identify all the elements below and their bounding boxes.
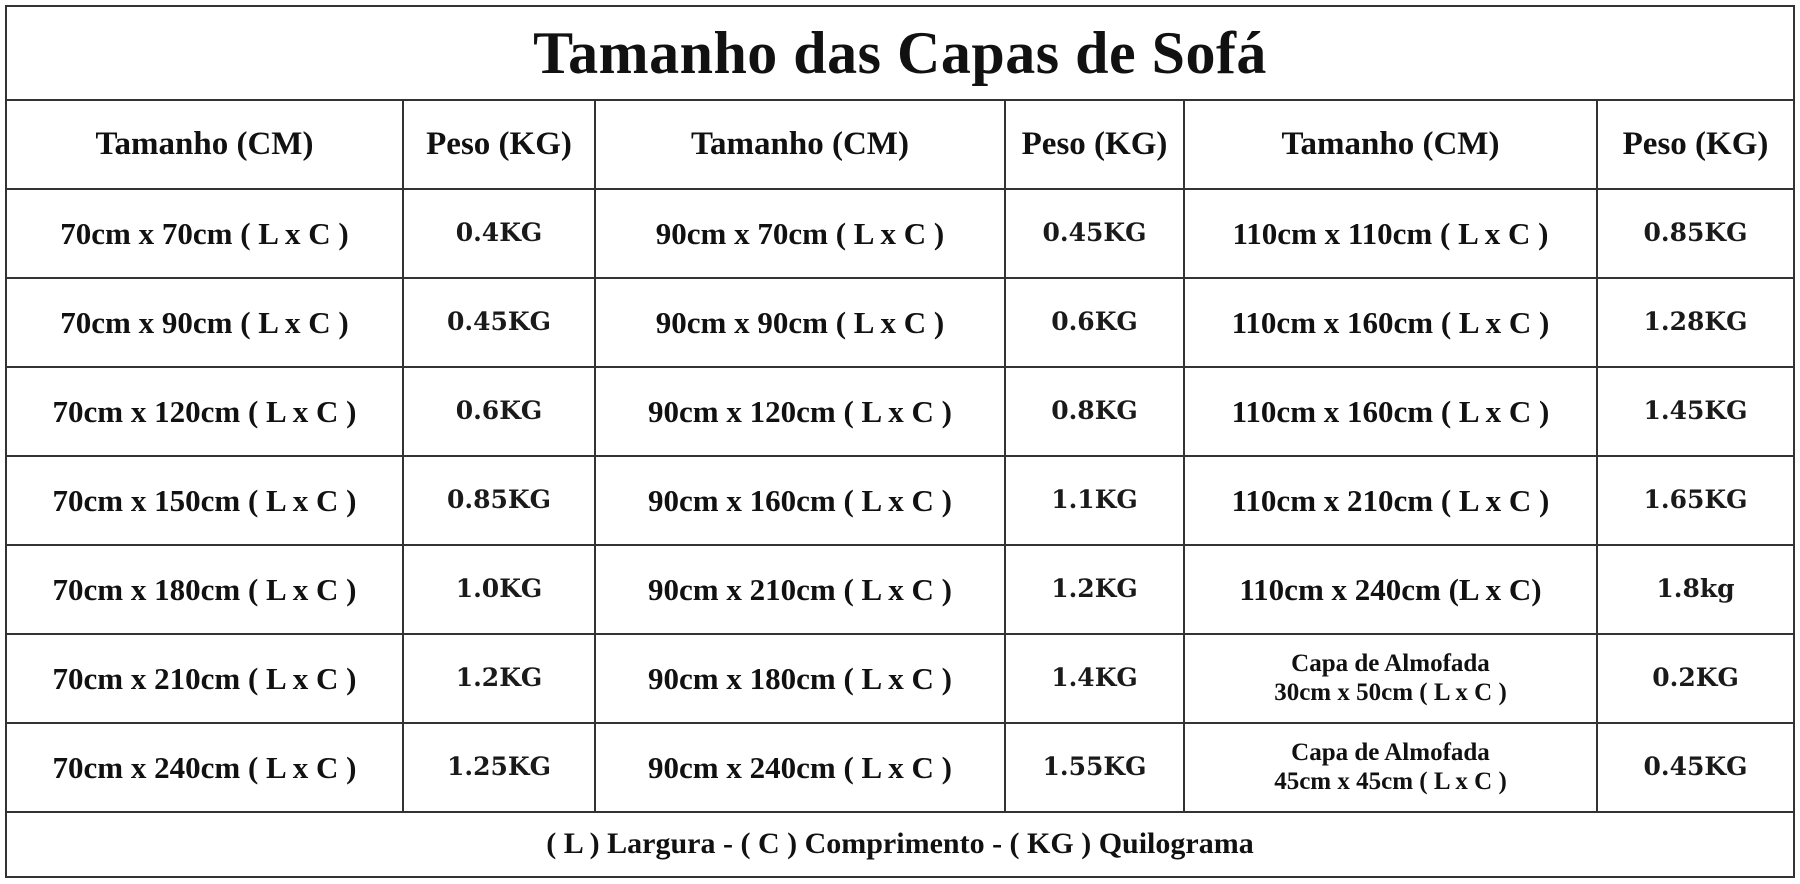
weight-cell: 1.45KG	[1595, 366, 1796, 457]
size-cell: 70cm x 240cm ( L x C )	[5, 722, 404, 813]
legend-text: ( L ) Largura - ( C ) Comprimento - ( KG…	[4, 811, 1796, 878]
weight-cell: 1.25KG	[402, 722, 596, 813]
size-line: 110cm x 160cm ( L x C )	[1231, 304, 1550, 340]
size-line: Capa de Almofada	[1291, 649, 1490, 677]
size-table: Tamanho das Capas de Sofá Tamanho (CM) P…	[4, 5, 1796, 878]
size-cell: 110cm x 210cm ( L x C )	[1183, 455, 1598, 546]
header-size: Tamanho (CM)	[594, 99, 1006, 190]
size-cell: 90cm x 120cm ( L x C )	[594, 366, 1006, 457]
weight-cell: 0.45KG	[402, 277, 596, 368]
weight-cell: 0.2KG	[1595, 633, 1796, 724]
weight-cell: 1.2KG	[402, 633, 596, 724]
size-cell: 90cm x 160cm ( L x C )	[594, 455, 1006, 546]
weight-cell: 1.55KG	[1004, 722, 1185, 813]
table-row: 70cm x 240cm ( L x C ) 1.25KG 90cm x 240cm…	[5, 722, 1796, 813]
header-row: Tamanho (CM) Peso (KG) Tamanho (CM) Peso…	[5, 99, 1796, 190]
size-line: 45cm x 45cm ( L x C )	[1274, 767, 1507, 795]
table-row: 70cm x 150cm ( L x C ) 0.85KG 90cm x 160cm…	[5, 455, 1796, 546]
size-cell: Capa de Almofada 45cm x 45cm ( L x C )	[1183, 722, 1598, 813]
size-cell: Capa de Almofada 30cm x 50cm ( L x C )	[1183, 633, 1598, 724]
weight-cell: 0.8KG	[1004, 366, 1185, 457]
size-cell: 110cm x 110cm ( L x C )	[1183, 188, 1598, 279]
table-row: 70cm x 70cm ( L x C ) 0.4KG 90cm x 70cm ( …	[5, 188, 1796, 279]
weight-cell: 0.45KG	[1595, 722, 1796, 813]
table-row: 70cm x 210cm ( L x C ) 1.2KG 90cm x 180cm …	[5, 633, 1796, 724]
weight-cell: 1.2KG	[1004, 544, 1185, 635]
weight-cell: 1.4KG	[1004, 633, 1185, 724]
weight-cell: 0.45KG	[1004, 188, 1185, 279]
header-size: Tamanho (CM)	[5, 99, 404, 190]
header-weight: Peso (KG)	[1595, 99, 1796, 190]
size-cell: 70cm x 180cm ( L x C )	[5, 544, 404, 635]
size-line: 110cm x 160cm ( L x C )	[1231, 393, 1550, 429]
weight-cell: 0.4KG	[402, 188, 596, 279]
size-cell: 110cm x 160cm ( L x C )	[1183, 366, 1598, 457]
weight-cell: 1.65KG	[1595, 455, 1796, 546]
size-cell: 110cm x 240cm (L x C)	[1183, 544, 1598, 635]
size-cell: 90cm x 70cm ( L x C )	[594, 188, 1006, 279]
header-weight: Peso (KG)	[402, 99, 596, 190]
weight-cell: 0.85KG	[1595, 188, 1796, 279]
weight-cell: 1.0KG	[402, 544, 596, 635]
header-size: Tamanho (CM)	[1183, 99, 1598, 190]
table-row: 70cm x 120cm ( L x C ) 0.6KG 90cm x 120cm …	[5, 366, 1796, 457]
weight-cell: 0.6KG	[1004, 277, 1185, 368]
weight-cell: 1.1KG	[1004, 455, 1185, 546]
size-cell: 90cm x 240cm ( L x C )	[594, 722, 1006, 813]
weight-cell: 0.6KG	[402, 366, 596, 457]
weight-cell: 1.28KG	[1595, 277, 1796, 368]
size-cell: 90cm x 180cm ( L x C )	[594, 633, 1006, 724]
size-line: 30cm x 50cm ( L x C )	[1274, 678, 1507, 706]
size-cell: 70cm x 210cm ( L x C )	[5, 633, 404, 724]
weight-cell: 1.8kg	[1595, 544, 1796, 635]
size-cell: 70cm x 70cm ( L x C )	[5, 188, 404, 279]
weight-cell: 0.85KG	[402, 455, 596, 546]
size-line: 110cm x 210cm ( L x C )	[1231, 482, 1550, 518]
size-line: 110cm x 240cm (L x C)	[1239, 571, 1542, 607]
size-line: 110cm x 110cm ( L x C )	[1232, 215, 1549, 251]
size-cell: 70cm x 120cm ( L x C )	[5, 366, 404, 457]
header-weight: Peso (KG)	[1004, 99, 1185, 190]
table-row: 70cm x 180cm ( L x C ) 1.0KG 90cm x 210cm …	[5, 544, 1796, 635]
size-cell: 70cm x 150cm ( L x C )	[5, 455, 404, 546]
size-cell: 90cm x 210cm ( L x C )	[594, 544, 1006, 635]
size-cell: 110cm x 160cm ( L x C )	[1183, 277, 1598, 368]
size-cell: 70cm x 90cm ( L x C )	[5, 277, 404, 368]
size-line: Capa de Almofada	[1291, 738, 1490, 766]
table-title: Tamanho das Capas de Sofá	[4, 5, 1796, 101]
size-cell: 90cm x 90cm ( L x C )	[594, 277, 1006, 368]
table-row: 70cm x 90cm ( L x C ) 0.45KG 90cm x 90cm (…	[5, 277, 1796, 368]
legend-row: ( L ) Largura - ( C ) Comprimento - ( KG…	[4, 811, 1796, 878]
